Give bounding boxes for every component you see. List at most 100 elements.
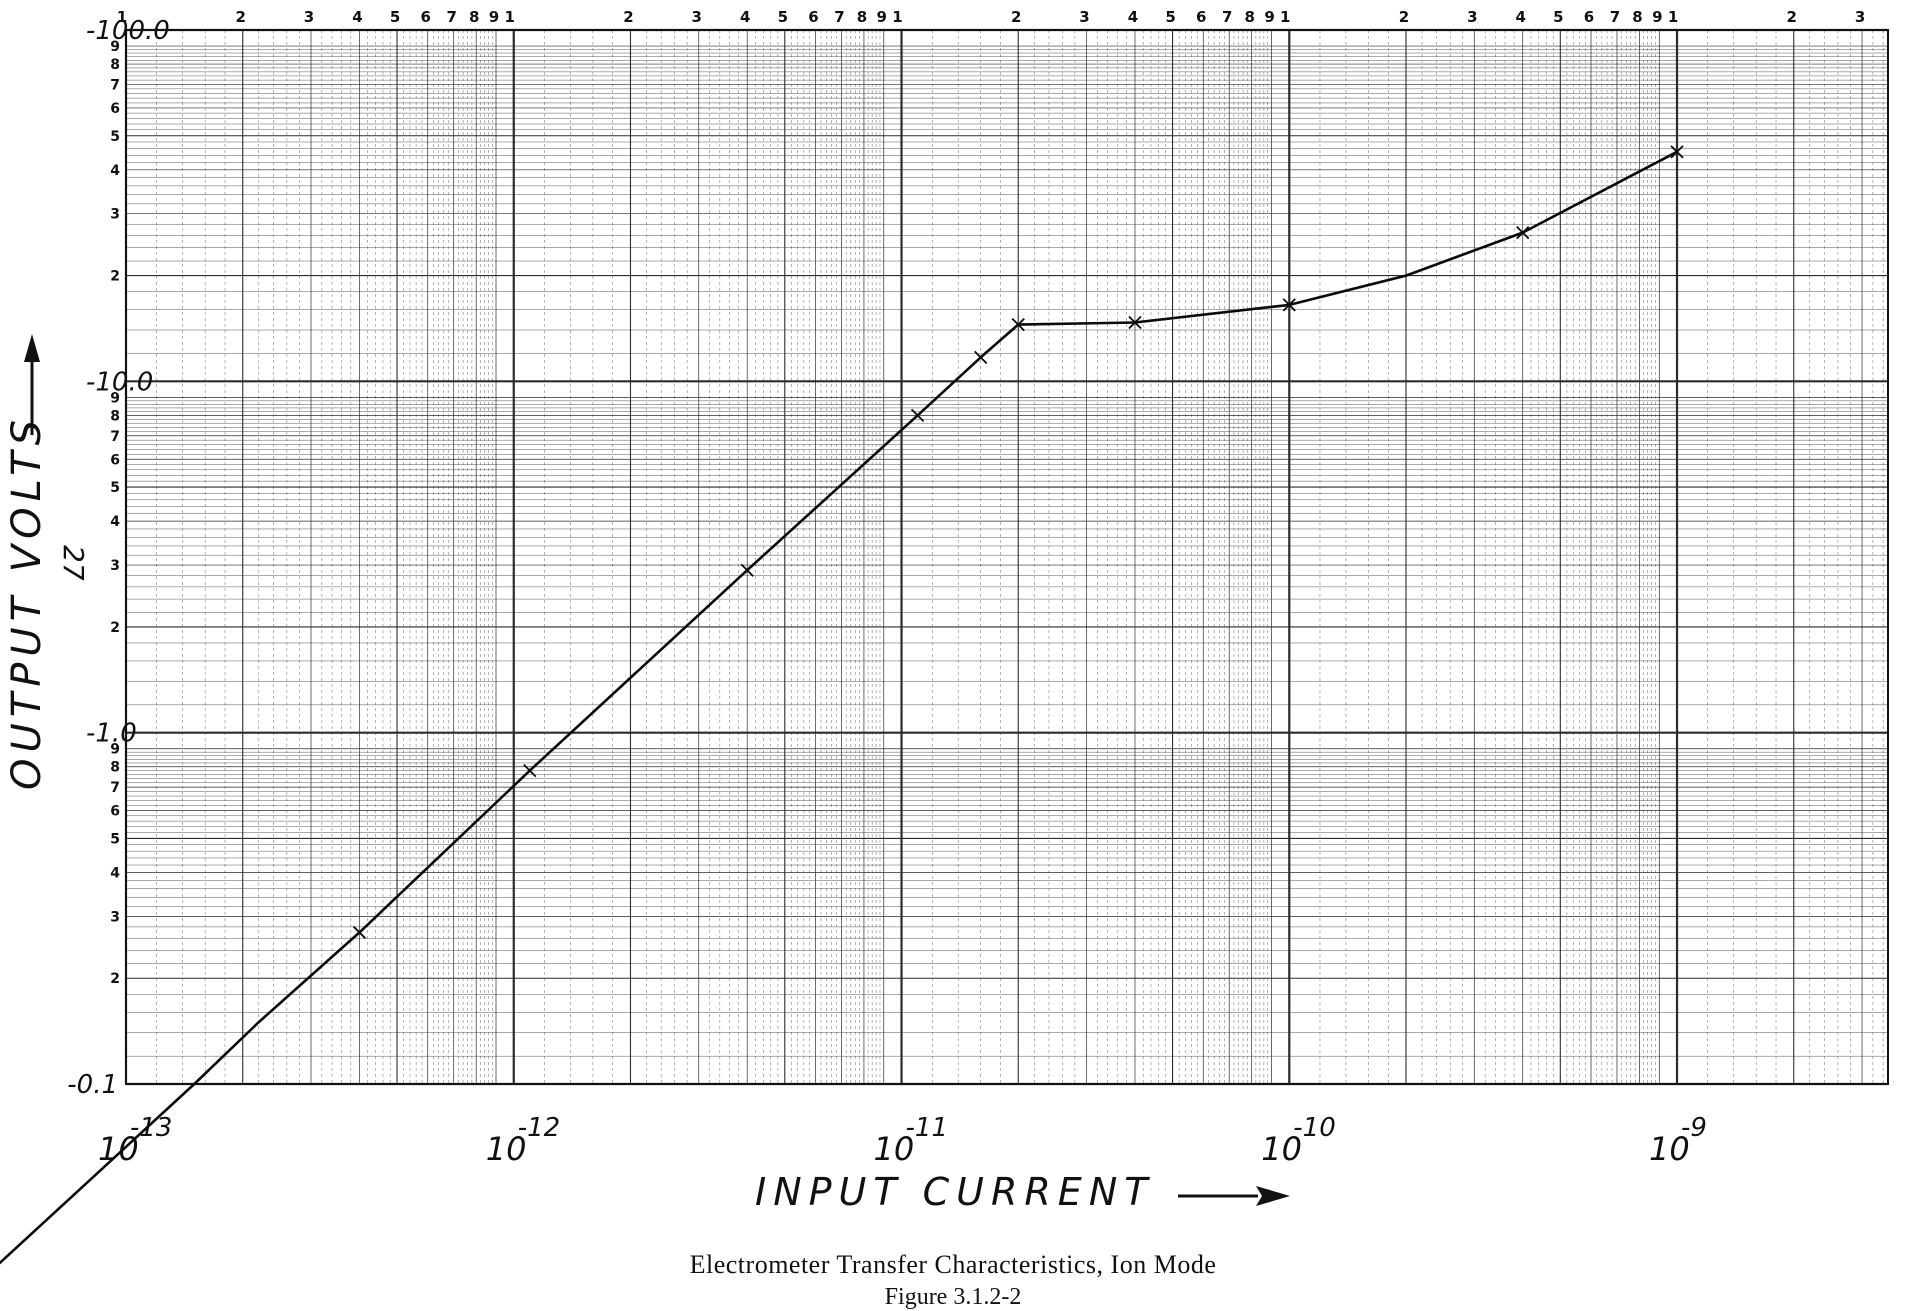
x-tick-label: 10-9 (1649, 1113, 1707, 1168)
x-tick-base: 10 (1261, 1130, 1302, 1168)
side-note: 27 (57, 545, 90, 581)
y-decade-label: -1.0 (86, 719, 137, 749)
left-tick-label: 9 (110, 390, 120, 406)
top-tick-label: 4 (1516, 8, 1526, 26)
left-tick-label: 3 (110, 909, 120, 925)
x-axis-arrow (1178, 1186, 1290, 1206)
x-tick-base: 10 (98, 1130, 139, 1168)
left-minor-tick-labels: 9 8 7 6 5 4 3 2 9 8 7 6 5 4 3 2 9 8 7 6 5 4 3 2 (110, 39, 120, 987)
figure-caption: Electrometer Transfer Characteristics, I… (689, 1250, 1217, 1279)
left-tick-label: 3 (110, 207, 120, 223)
left-tick-label: 6 (110, 452, 120, 468)
chart-grid (124, 28, 1888, 1086)
data-point-stroke (910, 408, 925, 423)
data-point (1516, 225, 1530, 240)
data-point (910, 408, 925, 423)
x-tick-exponent: -10 (1293, 1113, 1335, 1143)
top-tick-label: 3 (1079, 8, 1089, 26)
left-tick-label: 6 (110, 101, 120, 117)
data-point-stroke (740, 563, 754, 577)
y-decade-label: -0.1 (67, 1070, 118, 1100)
data-point-stroke (1282, 298, 1296, 312)
top-tick-label: 6 (1196, 8, 1206, 26)
x-tick-label: 10-13 (98, 1113, 172, 1168)
top-tick-label: 1 (892, 8, 902, 26)
left-tick-label: 7 (110, 77, 120, 93)
data-point-stroke (1011, 318, 1025, 332)
top-tick-label: 1 (117, 8, 127, 26)
left-tick-label: 8 (110, 760, 120, 776)
left-tick-label: 6 (110, 804, 120, 820)
series-line (0, 150, 1678, 1265)
top-tick-label: 4 (740, 8, 750, 26)
data-point-stroke (1670, 145, 1684, 159)
top-tick-label: 8 (1244, 8, 1254, 26)
data-point (1670, 145, 1684, 159)
x-tick-label: 10-11 (874, 1113, 948, 1168)
data-point-stroke (974, 350, 988, 365)
top-tick-label: 9 (877, 8, 887, 26)
data-point (523, 763, 537, 778)
top-tick-label: 1 (1280, 8, 1290, 26)
top-tick-label: 7 (446, 8, 456, 26)
top-tick-label: 9 (489, 8, 499, 26)
top-tick-label: 3 (1467, 8, 1477, 26)
top-tick-label: 2 (623, 8, 633, 26)
data-point-stroke (1128, 315, 1142, 330)
x-tick-exponent: -11 (906, 1113, 948, 1143)
x-tick-base: 10 (1649, 1130, 1690, 1168)
x-tick-exponent: -9 (1681, 1113, 1707, 1143)
top-tick-label: 9 (1652, 8, 1662, 26)
marker-layer (352, 145, 1684, 940)
data-point-stroke (1516, 225, 1530, 240)
left-tick-label: 8 (110, 408, 120, 424)
data-point (974, 350, 988, 365)
y-axis-arrow (24, 334, 40, 435)
left-tick-label: 4 (110, 514, 120, 530)
plot-frame (125, 29, 1889, 1085)
left-tick-label: 7 (110, 780, 120, 796)
left-tick-label: 2 (110, 269, 120, 285)
y-decade-label: -100.0 (86, 16, 170, 46)
top-tick-label: 5 (390, 8, 400, 26)
left-tick-label: 9 (110, 39, 120, 55)
x-tick-exponent: -12 (518, 1113, 560, 1143)
data-point (1282, 298, 1296, 312)
x-tick-label: 10-10 (1261, 1113, 1335, 1168)
top-tick-label: 5 (1553, 8, 1563, 26)
top-tick-label: 2 (1399, 8, 1409, 26)
data-point (1128, 315, 1142, 330)
left-tick-label: 4 (110, 163, 120, 179)
top-tick-label: 5 (778, 8, 788, 26)
y-decade-labels: -100.0 -10.0 -1.0 -0.1 (67, 16, 170, 1100)
top-tick-label: 6 (421, 8, 431, 26)
top-tick-label: 8 (1632, 8, 1642, 26)
top-tick-label: 4 (1128, 8, 1138, 26)
x-tick-base: 10 (486, 1130, 527, 1168)
x-tick-base: 10 (874, 1130, 915, 1168)
left-tick-label: 7 (110, 429, 120, 445)
top-tick-label: 2 (1011, 8, 1021, 26)
top-tick-label: 4 (352, 8, 362, 26)
top-tick-label: 3 (304, 8, 314, 26)
series-layer (0, 150, 1678, 1265)
top-tick-label: 7 (1222, 8, 1232, 26)
top-tick-label: 8 (857, 8, 867, 26)
top-tick-label: 1 (505, 8, 515, 26)
top-tick-label: 3 (692, 8, 702, 26)
x-axis-title: INPUT CURRENT (755, 1170, 1154, 1214)
top-tick-label: 2 (236, 8, 246, 26)
data-point (740, 563, 754, 577)
y-decade-label: -10.0 (86, 367, 153, 397)
top-tick-label: 9 (1264, 8, 1274, 26)
left-tick-label: 5 (110, 129, 120, 145)
top-tick-label: 7 (1610, 8, 1620, 26)
top-tick-label: 8 (469, 8, 479, 26)
y-axis-title: OUTPUT VOLTS (4, 414, 50, 790)
left-tick-label: 5 (110, 480, 120, 496)
top-tick-label: 7 (834, 8, 844, 26)
top-tick-label: 6 (808, 8, 818, 26)
top-tick-label: 2 (1787, 8, 1797, 26)
left-tick-label: 8 (110, 57, 120, 73)
